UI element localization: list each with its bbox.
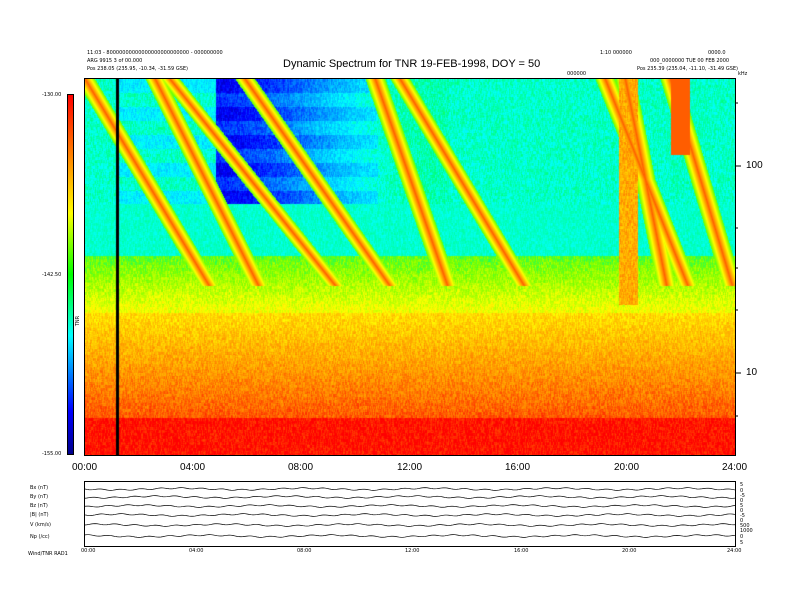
panel-right-tick: 0 [740, 498, 744, 504]
panel-right-tick: 5 [740, 503, 744, 509]
panel-right-tick: -5 [740, 493, 745, 499]
pos-label-left: Pos [87, 66, 96, 72]
frequency-tick-label: 10 [746, 367, 758, 378]
panel-label: By (nT) [30, 494, 49, 500]
solar-wind-trace [85, 504, 735, 508]
panel-label: Bx (nT) [30, 485, 49, 491]
time-tick-label: 04:00 [180, 462, 206, 473]
colorbar-title: TNR [75, 315, 82, 327]
panel-right-tick: 0 [740, 534, 744, 540]
solar-wind-traces [85, 487, 735, 538]
panel-right-tick: 1000 [740, 528, 753, 534]
panel-label: V (km/s) [30, 522, 51, 528]
pos-value-right: 235.39 (235.04, -11.10, -31.49 GSE) [647, 66, 738, 72]
panel-time-tick: 08:00 [297, 548, 312, 554]
panel-right-tick: 500 [740, 523, 750, 529]
panel-time-tick: 20:00 [622, 548, 637, 554]
solar-wind-trace [85, 534, 735, 538]
header-right-line3: 000_0000000 TUE 00 FEB 2000 [650, 58, 730, 64]
colorbar [67, 94, 74, 455]
panel-right-tick: 5 [740, 482, 744, 488]
pos-value-left: 238.05 (235.95, -10.34, -31.59 GSE) [97, 66, 188, 72]
panel-time-tick: 24:00 [727, 548, 742, 554]
panel-time-tick: 16:00 [514, 548, 529, 554]
solar-wind-trace [85, 487, 735, 491]
panel-time-tick: 12:00 [405, 548, 420, 554]
panel-label: |B| (nT) [30, 512, 49, 518]
panel-time-tick: 04:00 [189, 548, 204, 554]
panel-right-tick: -5 [740, 513, 745, 519]
panel-right-tick: 5 [740, 540, 744, 546]
panel-right-tick: 0 [740, 488, 744, 494]
pos-label-right: Pos [637, 66, 646, 72]
panel-footer: Wind/TNR RAD1 [28, 551, 68, 557]
marker-label: 000000 [567, 71, 587, 77]
panel-label: Bz (nT) [30, 503, 48, 509]
time-tick-label: 20:00 [614, 462, 640, 473]
panel-label: Np (/cc) [30, 534, 50, 540]
panel-time-tick: 00:00 [81, 548, 96, 554]
solar-wind-trace [85, 523, 735, 527]
header-left-line1: 11:03 - 80000000000000000000000000 - 000… [87, 50, 223, 56]
header-right-line2: 0000.0 [708, 50, 726, 56]
time-tick-label: 24:00 [722, 462, 748, 473]
chart-title: Dynamic Spectrum for TNR 19-FEB-1998, DO… [283, 58, 541, 70]
solar-wind-trace [85, 513, 735, 517]
time-tick-label: 00:00 [72, 462, 98, 473]
colorbar-mid-label: -142.50 [42, 272, 62, 278]
time-tick-label: 08:00 [288, 462, 314, 473]
colorbar-min-label: -155.00 [42, 451, 62, 457]
header-right-pos: Pos 235.39 (235.04, -11.10, -31.49 GSE) [637, 66, 738, 72]
panel-right-tick: 0 [740, 518, 744, 524]
header-left-line2: ARG 9915 3 of 00.000 [87, 58, 143, 64]
time-tick-label: 16:00 [505, 462, 531, 473]
frequency-tick-label: 100 [746, 160, 763, 171]
header-right-line1: 1:10 000000 [600, 50, 632, 56]
time-tick-label: 12:00 [397, 462, 423, 473]
solar-wind-panels [84, 481, 736, 547]
solar-wind-trace [85, 495, 735, 499]
frequency-tick-marks [735, 102, 741, 417]
panel-right-tick: 0 [740, 508, 744, 514]
spectrogram-canvas [85, 79, 735, 455]
header-left-pos: Pos 238.05 (235.95, -10.34, -31.59 GSE) [87, 66, 188, 72]
frequency-unit: kHz [738, 71, 748, 77]
spectrogram [84, 78, 736, 456]
colorbar-max-label: -130.00 [42, 92, 62, 98]
